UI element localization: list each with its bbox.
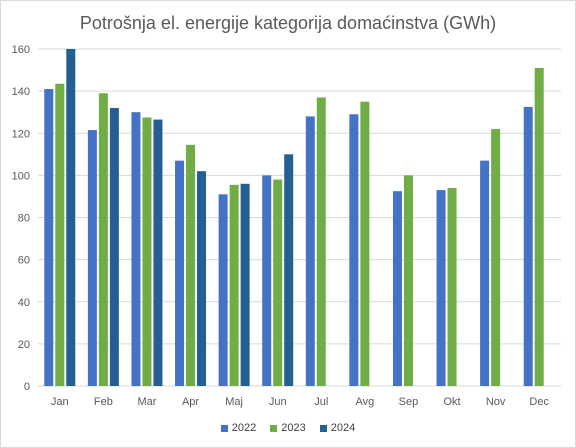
x-tick-label: Dec <box>529 396 549 408</box>
legend-item-2023: 2023 <box>270 422 306 434</box>
x-tick-label: Okt <box>443 396 460 408</box>
bar-2023-feb <box>98 93 108 386</box>
gridlines <box>38 48 561 387</box>
bar-2023-maj <box>229 184 239 386</box>
bar-2023-mar <box>142 117 152 386</box>
bar-2024-jan <box>66 49 76 386</box>
bar-2023-avg <box>360 101 370 386</box>
bar-2022-jul <box>305 116 315 387</box>
bar-2022-apr <box>175 160 185 386</box>
bar-2023-sep <box>403 175 413 386</box>
x-tick-label: Maj <box>225 396 243 408</box>
x-tick-label: Avg <box>355 396 374 408</box>
bars <box>44 49 544 387</box>
bar-2022-feb <box>87 130 97 386</box>
bar-2022-mar <box>131 112 141 386</box>
bar-2023-nov <box>491 129 501 386</box>
legend-swatch <box>270 424 278 432</box>
bar-2023-apr <box>186 144 196 386</box>
bar-2024-feb <box>109 107 119 386</box>
legend-item-2022: 2022 <box>220 422 257 434</box>
y-tick-label: 100 <box>12 170 30 182</box>
y-tick-label: 20 <box>18 339 30 351</box>
x-tick-label: Mar <box>137 396 156 408</box>
y-tick-label: 60 <box>18 255 30 267</box>
chart-title: Potrošnja el. energije kategorija domaći… <box>80 13 496 33</box>
x-tick-label: Feb <box>94 396 113 408</box>
bar-2023-jun <box>273 179 283 386</box>
bar-2024-maj <box>240 183 250 386</box>
x-tick-label: Jan <box>51 396 69 408</box>
bar-2023-okt <box>447 188 457 386</box>
bar-2022-dec <box>523 106 533 386</box>
x-tick-label: Jul <box>314 396 328 408</box>
x-tick-label: Sep <box>399 396 419 408</box>
y-tick-label: 140 <box>12 86 30 98</box>
y-tick-label: 80 <box>18 213 30 225</box>
bar-2024-mar <box>153 119 163 386</box>
x-tick-label: Nov <box>486 396 506 408</box>
bar-2023-dec <box>534 67 544 387</box>
bar-2022-avg <box>349 114 359 386</box>
y-axis-ticks: 0 20 40 60 80 100 120 140 160 <box>12 44 30 393</box>
bar-2023-jul <box>316 97 326 386</box>
bar-2024-apr <box>197 171 207 386</box>
legend-swatch <box>220 424 228 432</box>
x-tick-label: Jun <box>269 396 287 408</box>
bar-2022-jan <box>44 89 54 387</box>
bar-2023-jan <box>55 83 65 387</box>
bar-2024-jun <box>284 154 294 386</box>
x-axis-ticks: Jan Feb Mar Apr Maj Jun Jul Avg Sep Okt Nov Dec <box>51 396 550 408</box>
bar-2022-sep <box>392 191 402 386</box>
bar-2022-maj <box>218 194 228 386</box>
legend-item-2024: 2024 <box>319 422 356 434</box>
bar-2022-okt <box>436 190 446 386</box>
legend-label: 2022 <box>231 422 257 434</box>
y-tick-label: 160 <box>12 44 30 56</box>
x-tick-label: Apr <box>182 396 199 408</box>
bar-2022-nov <box>480 160 490 386</box>
y-tick-label: 40 <box>18 297 30 309</box>
bar-2022-jun <box>262 175 272 386</box>
y-tick-label: 120 <box>12 128 30 140</box>
legend: 2022 2023 2024 <box>1 422 575 434</box>
y-tick-label: 0 <box>24 381 30 393</box>
legend-label: 2023 <box>281 422 306 434</box>
legend-swatch <box>319 424 327 432</box>
legend-label: 2024 <box>330 422 356 434</box>
